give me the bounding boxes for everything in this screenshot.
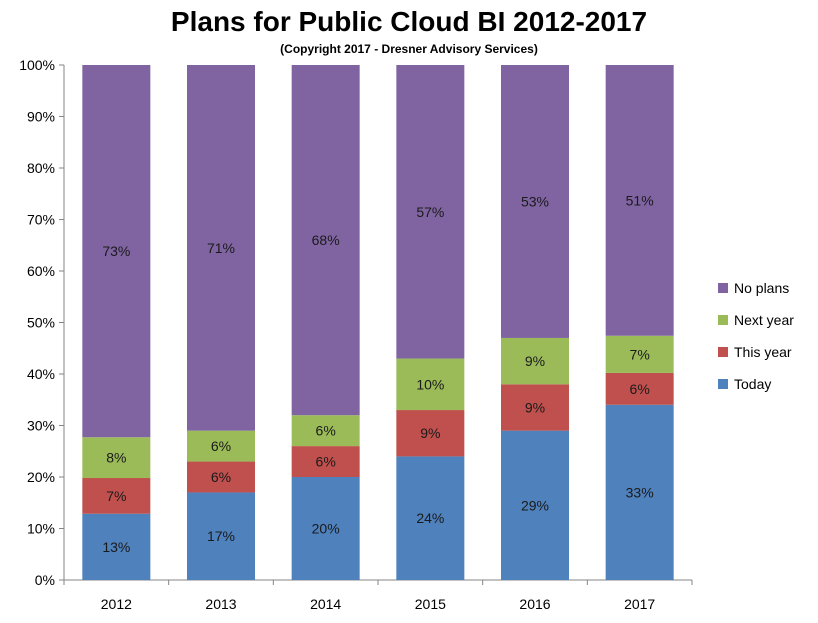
data-label: 9% — [420, 425, 440, 441]
data-label: 8% — [106, 450, 126, 466]
bar-segment — [396, 410, 465, 457]
data-label: 6% — [211, 469, 231, 485]
bar-segment — [291, 415, 360, 447]
data-label: 6% — [630, 381, 650, 397]
legend-label: Next year — [734, 312, 794, 328]
y-tick-label: 60% — [27, 263, 55, 279]
bars-group — [82, 65, 674, 580]
data-label: 24% — [416, 510, 444, 526]
legend-swatch — [718, 315, 728, 325]
bar-segment — [291, 446, 360, 477]
x-tick-label: 2015 — [415, 596, 446, 612]
x-tick-label: 2014 — [310, 596, 341, 612]
data-label: 7% — [106, 488, 126, 504]
bar-segment — [605, 404, 674, 580]
data-labels-group: 13% 7% 8% 73% 17% 6% 6% 71% 20% 6% 6% 68% 24% 9% 10% 57… — [102, 192, 653, 554]
y-tick-label: 0% — [35, 572, 55, 588]
data-label: 6% — [316, 423, 336, 439]
legend-swatch — [718, 283, 728, 293]
legend-swatch — [718, 379, 728, 389]
bar-segment — [396, 456, 465, 580]
legend-swatch — [718, 347, 728, 357]
legend-label: This year — [734, 344, 792, 360]
chart-subtitle: (Copyright 2017 - Dresner Advisory Servi… — [280, 42, 538, 56]
bar-segment — [187, 430, 255, 462]
bar-segment — [605, 335, 674, 373]
data-label: 9% — [525, 353, 545, 369]
data-label: 51% — [626, 192, 654, 208]
axes: 0% 10% 20% 30% 40% 50% 60% 70% 80% 90% 100% 2012 201… — [19, 57, 693, 612]
data-label: 57% — [416, 204, 444, 220]
bar-segment — [187, 65, 255, 431]
data-label: 53% — [521, 193, 549, 209]
legend: No plans Next year This year Today — [718, 280, 794, 392]
x-tick-label: 2013 — [205, 596, 236, 612]
data-label: 6% — [316, 454, 336, 470]
data-label: 29% — [521, 497, 549, 513]
data-label: 20% — [312, 521, 340, 537]
data-label: 73% — [102, 243, 130, 259]
bar-segment — [605, 65, 674, 336]
data-label: 17% — [207, 528, 235, 544]
bar-segment — [501, 384, 569, 431]
x-tick-label: 2017 — [624, 596, 655, 612]
x-tick-label: 2012 — [101, 596, 132, 612]
bar-segment — [82, 437, 151, 479]
legend-label: No plans — [734, 280, 789, 296]
bar-segment — [82, 65, 151, 438]
bar-segment — [291, 65, 360, 416]
bar-segment — [187, 461, 255, 493]
y-tick-label: 20% — [27, 469, 55, 485]
chart-title: Plans for Public Cloud BI 2012-2017 — [170, 6, 648, 37]
bar-segment — [187, 492, 255, 580]
y-tick-label: 100% — [19, 57, 55, 73]
y-tick-label: 40% — [27, 366, 55, 382]
y-tick-label: 80% — [27, 160, 55, 176]
data-label: 10% — [416, 376, 444, 392]
data-label: 7% — [630, 346, 650, 362]
legend-label: Today — [734, 376, 771, 392]
bar-segment — [291, 477, 360, 580]
bar-segment — [396, 65, 465, 359]
data-label: 68% — [312, 232, 340, 248]
bar-segment — [82, 478, 151, 514]
y-tick-label: 70% — [27, 212, 55, 228]
bar-segment — [605, 372, 674, 405]
y-tick-label: 90% — [27, 109, 55, 125]
x-tick-label: 2016 — [519, 596, 550, 612]
bar-segment — [82, 513, 151, 580]
y-tick-label: 30% — [27, 418, 55, 434]
bar-segment — [501, 430, 569, 580]
data-label: 9% — [525, 399, 545, 415]
bar-segment — [396, 358, 465, 411]
data-label: 71% — [207, 240, 235, 256]
data-label: 6% — [211, 438, 231, 454]
bar-segment — [501, 337, 569, 385]
data-label: 13% — [102, 539, 130, 555]
y-tick-label: 50% — [27, 315, 55, 331]
y-tick-label: 10% — [27, 521, 55, 537]
bar-segment — [501, 65, 569, 338]
data-label: 33% — [626, 484, 654, 500]
